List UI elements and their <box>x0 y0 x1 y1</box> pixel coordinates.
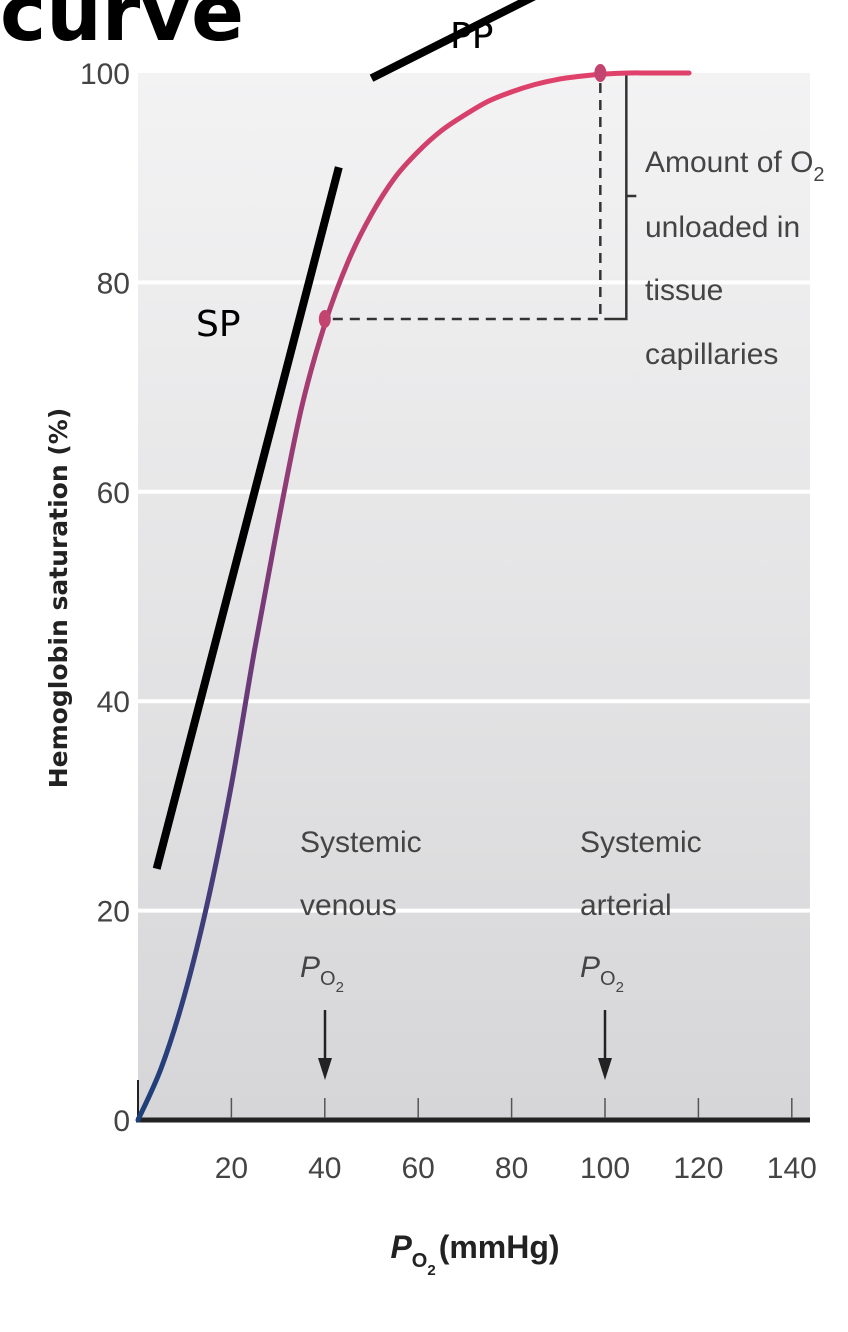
x-axis-label: PO2(mmHg) <box>390 1229 559 1279</box>
x-tick-label: 20 <box>215 1152 248 1185</box>
chart-title: curve <box>0 0 244 59</box>
x-tick-label: 80 <box>495 1152 528 1185</box>
y-tick-label: 60 <box>97 477 130 510</box>
venous-p-subsub: 2 <box>336 979 344 996</box>
y-tick-label: 20 <box>97 896 130 929</box>
y-tick-label: 80 <box>97 267 130 300</box>
saturation-curve <box>135 70 692 1123</box>
arterial-p-sub: O <box>600 968 616 990</box>
curve-points <box>318 64 607 329</box>
overlay-line-pp <box>369 0 536 82</box>
unload-line1-sub: 2 <box>813 164 824 186</box>
x-tick-label: 120 <box>673 1152 723 1185</box>
arterial-line1: Systemic <box>580 826 702 859</box>
curve-point <box>318 310 331 329</box>
x-tick-label: 60 <box>402 1152 435 1185</box>
unload-line4: capillaries <box>645 338 778 371</box>
venous-annotation: Systemic venous PO2 <box>300 826 430 996</box>
arterial-line2: arterial <box>580 889 672 922</box>
venous-arrow <box>318 1010 332 1080</box>
x-tick-label: 100 <box>580 1152 630 1185</box>
x-axis-label-subsub: 2 <box>427 1262 435 1279</box>
overlay-label-sp: SP <box>196 304 241 345</box>
arterial-arrow <box>598 1010 612 1080</box>
arterial-p-subsub: 2 <box>616 979 624 996</box>
y-tick-label: 40 <box>97 686 130 719</box>
y-tick-label: 0 <box>113 1105 130 1138</box>
unload-line3: tissue <box>645 274 723 307</box>
x-tick-label: 40 <box>308 1152 341 1185</box>
venous-p-sub: O <box>320 968 336 990</box>
x-tick-label: 140 <box>767 1152 817 1185</box>
venous-line2: venous <box>300 889 397 922</box>
x-axis-label-p: P <box>390 1229 412 1265</box>
plot-background <box>138 73 810 1120</box>
y-tick-label: 100 <box>80 58 130 91</box>
x-axis-label-unit: (mmHg) <box>439 1229 560 1265</box>
venous-p: P <box>300 951 320 984</box>
arterial-annotation: Systemic arterial PO2 <box>580 826 710 996</box>
arterial-p: P <box>580 951 600 984</box>
y-tick-labels: 0 20 40 60 80 100 <box>80 58 130 1138</box>
y-axis-label: Hemoglobin saturation (%) <box>44 408 73 789</box>
x-tick-marks <box>230 1098 793 1118</box>
overlay-line-sp <box>152 166 343 870</box>
x-tick-labels: 20 40 60 80 100 120 140 <box>215 1152 817 1185</box>
curve-point <box>594 64 607 82</box>
overlay-label-pp: PP <box>450 16 493 57</box>
overlay-lines: SP PP <box>152 0 536 870</box>
unload-line1: Amount of O <box>645 146 813 179</box>
venous-line1: Systemic <box>300 826 422 859</box>
unload-line2: unloaded in <box>645 211 800 244</box>
unload-annotation: Amount of O2 unloaded in tissue capillar… <box>645 146 833 371</box>
gridlines <box>138 280 810 913</box>
x-axis-label-sub: O <box>412 1250 428 1272</box>
